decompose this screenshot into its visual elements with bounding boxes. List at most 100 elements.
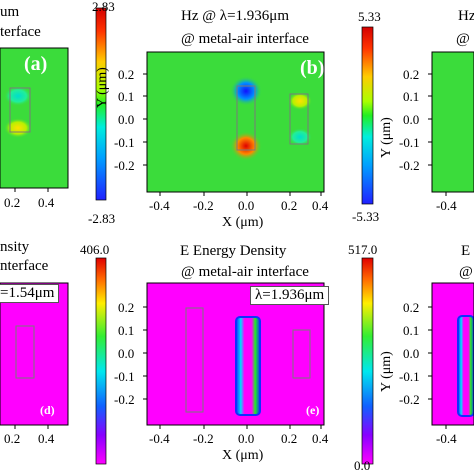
panel-e-x-ticks	[159, 425, 322, 429]
panel-a-field-blob	[4, 118, 32, 138]
panel-c-x-tick: -0.4	[436, 198, 457, 213]
panel-d-title-line2: nterface	[0, 258, 49, 274]
panel-b-x-tick: -0.2	[193, 198, 214, 213]
panel-b-y-tick: 0.0	[118, 112, 135, 127]
panel-f-y-tick: -0.2	[399, 392, 420, 407]
panel-e-y-ticks	[143, 306, 147, 400]
panel-f-rod-hotspot	[457, 315, 474, 417]
panel-b-rod-center	[236, 85, 256, 151]
panel-b-y-tick: 0.2	[118, 67, 135, 82]
panel-c-y-tick: 0.1	[403, 89, 420, 104]
panel-b-y-tick: -0.2	[114, 158, 135, 173]
panel-f-title-line1: E	[461, 243, 471, 259]
panel-e-title-line2: @ metal-air interface	[181, 264, 309, 280]
panel-f-title-line2: @	[459, 264, 473, 280]
panel-b-x-ticks	[159, 192, 322, 196]
panel-e-wavelength-box: λ=1.936μm	[250, 286, 330, 305]
panel-f-y-tick: -0.1	[399, 369, 420, 384]
panel-e-y-tick: -0.1	[114, 369, 135, 384]
panel-e-colorbar-max: 517.0	[348, 242, 378, 257]
panel-a-plot	[0, 47, 69, 192]
panel-e-rod-left	[185, 307, 204, 413]
panel-e-x-tick: 0.4	[312, 431, 329, 446]
panel-b-title-line1: Hz @ λ=1.936μm	[181, 8, 289, 24]
panel-d-plot	[0, 282, 69, 429]
panel-b-field-blob-negative	[230, 76, 262, 106]
panel-b-x-tick: 0.4	[312, 198, 329, 213]
panel-c-title-line2: @	[456, 31, 470, 47]
panel-e-letter: (e)	[306, 403, 320, 417]
panel-b-rod-right	[289, 93, 309, 145]
panel-d-x-tick: 0.2	[4, 431, 21, 446]
panel-b-x-tick: 0.0	[238, 198, 255, 213]
panel-b-colorbar	[361, 26, 374, 205]
panel-f-ylabel: Y (μm)	[379, 351, 394, 392]
panel-b-field-map	[147, 52, 324, 192]
panel-c-y-tick: 0.2	[403, 67, 420, 82]
panel-e-y-tick: 0.0	[118, 346, 135, 361]
panel-c-y-tick: -0.2	[399, 158, 420, 173]
panel-a-letter: (a)	[24, 53, 48, 75]
panel-e-rod-center-hotspot	[235, 316, 261, 416]
panel-d-letter: (d)	[40, 403, 55, 417]
panel-a-title-line2: terface	[0, 24, 41, 40]
panel-d-wavelength-box: =1.54μm	[0, 284, 60, 303]
panel-b-field-blob	[288, 128, 312, 146]
panel-b-letter: (b)	[300, 57, 325, 79]
panel-c-field-map	[432, 52, 474, 192]
panel-a-colorbar-min: -2.83	[88, 211, 116, 226]
panel-d-colorbar	[95, 257, 107, 465]
panel-b-xlabel: X (μm)	[222, 215, 264, 230]
panel-f-y-tick: 0.1	[403, 323, 420, 338]
panel-e-x-tick: 0.2	[281, 431, 298, 446]
panel-b-x-tick: 0.2	[281, 198, 298, 213]
panel-b-x-tick: -0.4	[149, 198, 170, 213]
panel-e-x-tick: -0.2	[193, 431, 214, 446]
panel-c-y-tick: -0.1	[399, 135, 420, 150]
panel-e-xlabel: X (μm)	[222, 448, 264, 463]
panel-b-y-ticks	[143, 73, 147, 166]
panel-b-y-tick: -0.1	[114, 135, 135, 150]
panel-b-frame	[146, 51, 325, 193]
panel-a-x-tick: 0.2	[4, 195, 21, 210]
panel-e-y-tick: 0.1	[118, 323, 135, 338]
panel-a-field-blob	[4, 86, 32, 106]
panel-d-title-line1: nsity	[0, 239, 30, 255]
panel-f-x-tick: -0.4	[436, 431, 457, 446]
panel-f-y-tick: 0.0	[403, 346, 420, 361]
panel-b-colorbar-min: -5.33	[352, 209, 380, 224]
panel-e-x-tick: 0.0	[238, 431, 255, 446]
panel-e-rod-right	[292, 329, 311, 379]
panel-b-title-line2: @ metal-air interface	[181, 31, 309, 47]
panel-d-colorbar-max: 406.0	[80, 242, 110, 257]
panel-e-colorbar-min: 0.0	[354, 458, 371, 473]
panel-c-plot	[428, 51, 474, 196]
panel-e-x-tick: -0.4	[149, 431, 170, 446]
panel-d-x-tick: 0.4	[38, 431, 55, 446]
panel-f-plot	[428, 282, 474, 429]
panel-b-field-blob-positive	[230, 131, 262, 161]
panel-f-y-tick: 0.2	[403, 300, 420, 315]
panel-e-title-line1: E Energy Density	[180, 243, 287, 259]
panel-e-y-tick: 0.2	[118, 300, 135, 315]
panel-b-y-tick: 0.1	[118, 89, 135, 104]
panel-e-plot	[143, 282, 325, 429]
panel-b-ylabel: Y (μm)	[95, 67, 110, 108]
panel-c-title-line1: Hz	[458, 8, 474, 24]
panel-a-colorbar-max: 2.83	[92, 0, 115, 14]
panel-b-plot	[143, 51, 325, 196]
panel-c-ylabel: Y (μm)	[379, 117, 394, 158]
panel-e-y-tick: -0.2	[114, 392, 135, 407]
panel-b-colorbar-max: 5.33	[358, 9, 381, 24]
panel-a-rod-outline	[9, 87, 31, 133]
panel-a-x-tick: 0.4	[38, 195, 55, 210]
panel-c-y-tick: 0.0	[403, 112, 420, 127]
panel-a-colorbar	[95, 7, 107, 201]
panel-a-field-map	[0, 48, 68, 188]
panel-e-colorbar	[361, 257, 374, 465]
panel-e-frame	[146, 282, 325, 426]
panel-b-field-blob	[288, 92, 312, 110]
panel-a-title-line1: um	[0, 4, 20, 20]
